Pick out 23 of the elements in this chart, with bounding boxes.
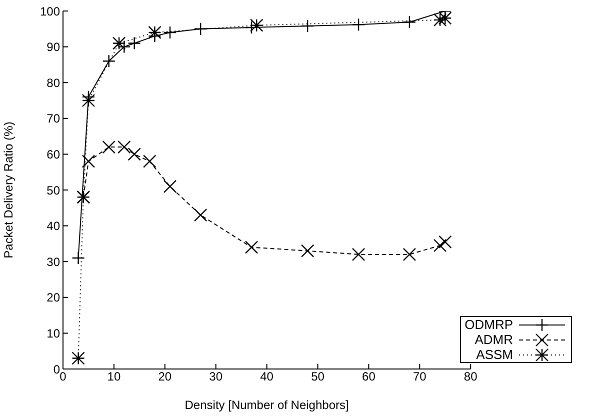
y-tick-label: 40 [46, 219, 60, 234]
y-tick-label: 100 [40, 4, 60, 18]
x-tick-label: 20 [158, 370, 172, 384]
x-axis-title: Density [Number of Neighbors] [184, 398, 349, 412]
y-axis-title: Packet Delivery Ratio (%) [1, 122, 16, 258]
x-tick-label: 30 [209, 370, 223, 384]
x-tick-label: 10 [107, 370, 121, 384]
legend-label: ASSM [476, 347, 513, 362]
x-tick-label: 70 [412, 370, 427, 384]
x-tick-label: 40 [260, 370, 274, 384]
x-tick-label: 60 [362, 370, 376, 384]
x-tick-label: 50 [311, 370, 325, 384]
y-tick-label: 80 [46, 76, 60, 90]
y-tick-label: 20 [46, 290, 60, 305]
y-tick-label: 50 [46, 183, 60, 198]
y-tick-label: 10 [46, 326, 60, 340]
x-tick-label: 80 [464, 370, 478, 384]
y-tick-label: 90 [46, 40, 60, 54]
y-tick-label: 60 [46, 147, 60, 162]
y-tick-label: 70 [46, 112, 60, 126]
legend-label: ODMRP [464, 317, 513, 332]
y-tick-label: 30 [46, 254, 60, 269]
legend-label: ADMR [474, 332, 513, 347]
